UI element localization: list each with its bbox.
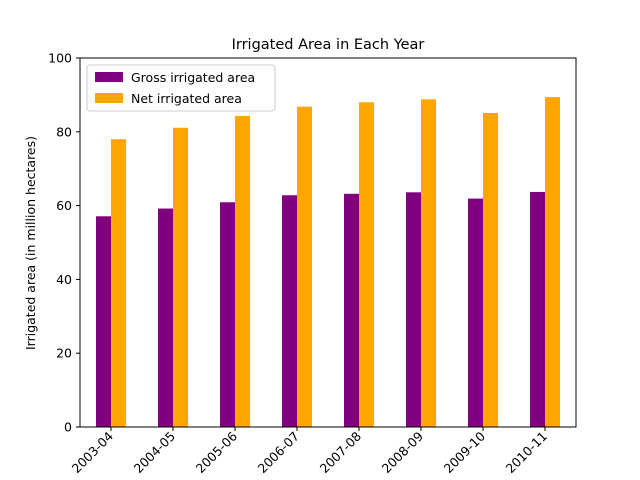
legend-swatch <box>95 93 123 103</box>
x-tick-label: 2003-04 <box>69 428 117 476</box>
net-bar-2009-10 <box>483 112 498 427</box>
net-bar-2010-11 <box>545 97 560 427</box>
x-tick-label: 2005-06 <box>193 428 241 476</box>
gross-bar-2010-11 <box>530 191 545 427</box>
net-bar-2004-05 <box>173 127 188 427</box>
gross-bar-2003-04 <box>96 216 111 427</box>
y-tick-label: 100 <box>48 51 72 66</box>
gross-bar-2006-07 <box>282 195 297 427</box>
legend-label: Gross irrigated area <box>131 70 255 85</box>
x-tick-label: 2008-09 <box>379 428 427 476</box>
x-tick-label: 2010-11 <box>503 429 551 477</box>
gross-bar-2007-08 <box>344 193 359 427</box>
gross-bar-2004-05 <box>158 208 173 427</box>
y-tick-label: 60 <box>56 198 72 213</box>
gross-bar-2005-06 <box>220 202 235 427</box>
y-tick-label: 0 <box>64 420 72 435</box>
net-bar-2003-04 <box>111 139 126 427</box>
y-tick-label: 80 <box>56 124 72 139</box>
y-tick-label: 20 <box>56 346 72 361</box>
net-bar-2007-08 <box>359 102 374 427</box>
plot-area: 0 20 40 60 80 100 2003-04 2004-05 2005-06 2006-07… <box>48 51 577 477</box>
x-tick-label: 2009-10 <box>441 428 489 476</box>
x-tick-label: 2004-05 <box>131 429 179 477</box>
y-axis-label: Irrigated area (in million hectares) <box>23 136 38 350</box>
legend-swatch <box>95 72 123 82</box>
gross-bar-2009-10 <box>468 198 483 427</box>
net-bar-2006-07 <box>297 106 312 427</box>
legend-label: Net irrigated area <box>131 91 242 106</box>
legend-box <box>86 64 276 112</box>
legend: Gross irrigated area Net irrigated area <box>86 64 276 112</box>
x-tick-label: 2006-07 <box>255 429 303 477</box>
x-tick-label: 2007-08 <box>317 428 365 476</box>
chart-title: Irrigated Area in Each Year <box>232 37 425 53</box>
net-bar-2005-06 <box>235 115 250 428</box>
net-bar-2008-09 <box>421 99 436 427</box>
axes-frame <box>79 57 577 428</box>
gross-bar-2008-09 <box>406 192 421 427</box>
y-tick-label: 40 <box>56 272 72 287</box>
